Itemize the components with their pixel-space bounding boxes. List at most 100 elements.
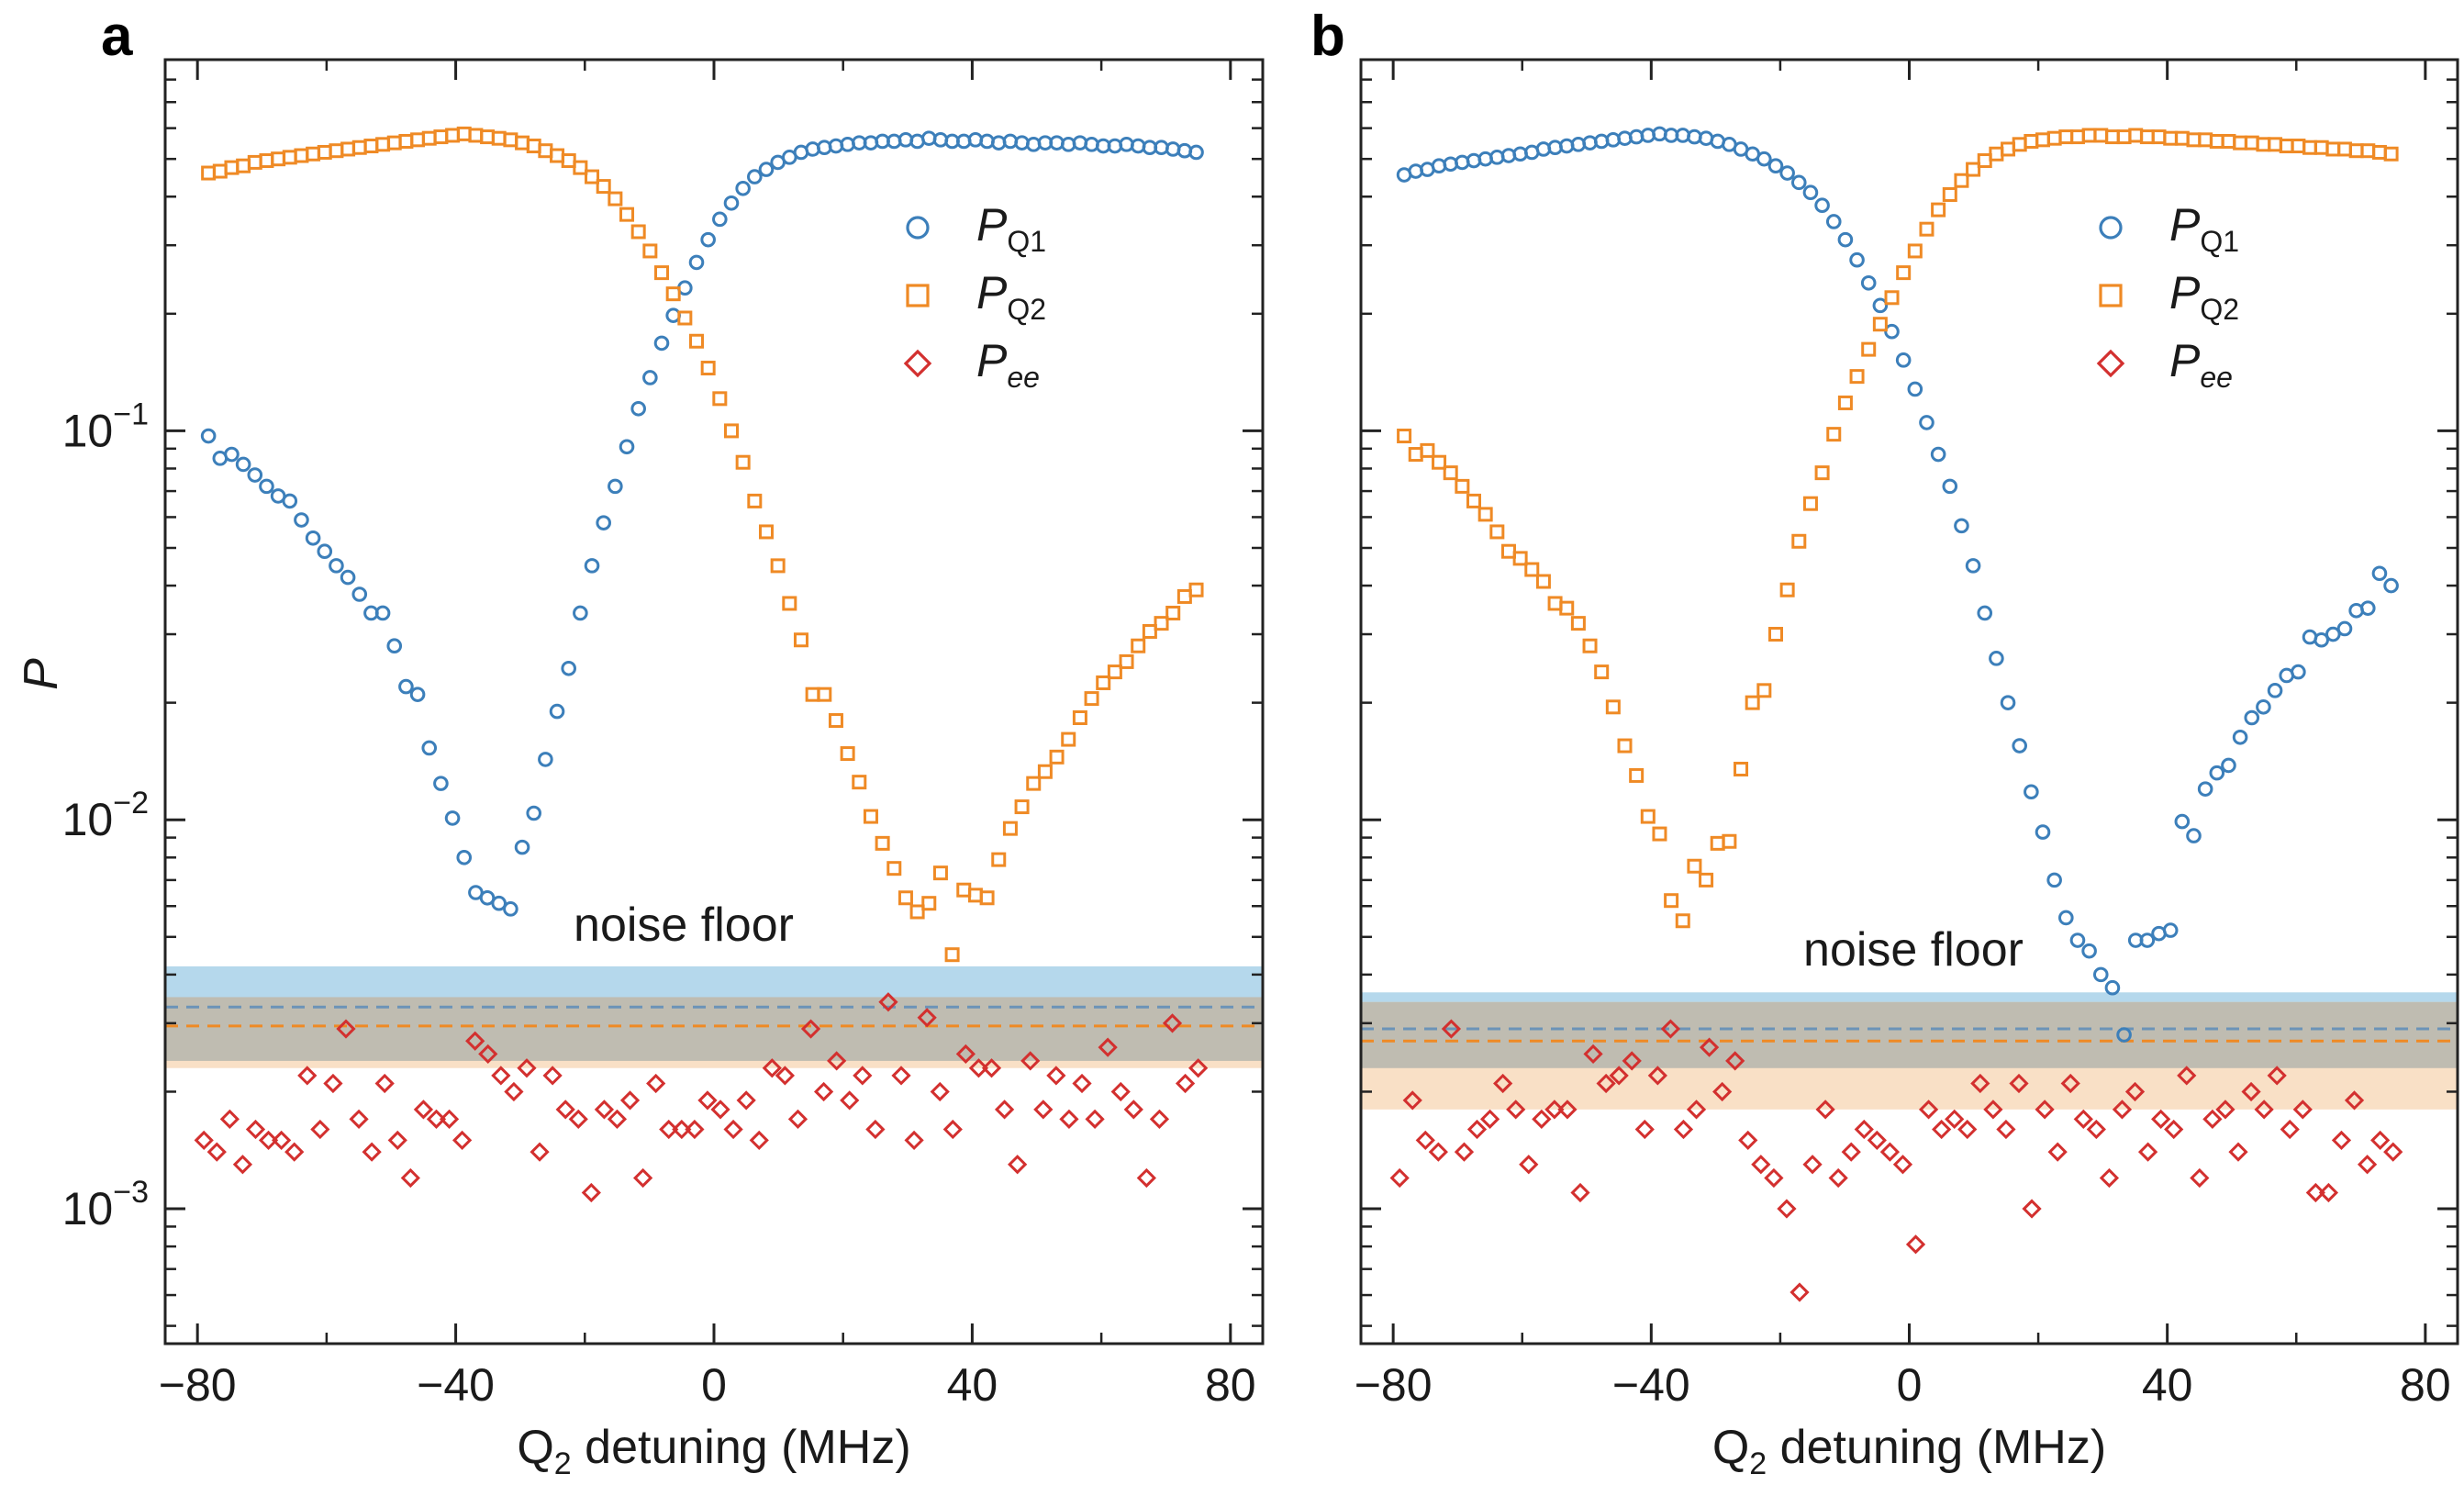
data-point — [2371, 565, 2388, 582]
data-point — [1020, 1051, 1041, 1071]
data-point — [259, 478, 274, 495]
data-point — [1570, 616, 1586, 631]
data-point — [1989, 146, 2004, 162]
data-point — [2116, 129, 2132, 145]
data-point — [596, 515, 611, 530]
data-point — [1519, 1155, 1539, 1175]
data-point — [2073, 1109, 2093, 1129]
data-point — [2104, 129, 2120, 145]
data-point — [2202, 1109, 2223, 1129]
data-point — [1559, 600, 1575, 616]
data-point — [723, 1119, 743, 1140]
data-point — [1441, 1019, 1462, 1039]
data-point — [581, 1182, 601, 1203]
data-point — [700, 361, 716, 376]
data-point — [2000, 695, 2016, 710]
data-point — [697, 1090, 718, 1111]
data-point — [515, 135, 530, 151]
data-point — [2046, 872, 2062, 888]
data-point — [2336, 620, 2353, 637]
series-p-q2 — [201, 126, 1204, 963]
legend-marker — [906, 216, 930, 240]
data-point — [573, 160, 588, 175]
panel-a: −80 −40 0 40 80 10−3 10−2 10−1 Q2 detuning (MHz)… — [15, 5, 1265, 1481]
data-point — [758, 162, 775, 177]
data-point — [491, 895, 507, 911]
data-point — [1072, 709, 1087, 725]
data-point — [2046, 130, 2062, 146]
x-tick-label: −80 — [1355, 1359, 1433, 1411]
data-point — [2360, 143, 2376, 159]
data-point — [491, 1066, 511, 1086]
data-point — [642, 370, 658, 385]
data-point — [1977, 605, 1993, 621]
data-point — [1493, 1073, 1513, 1094]
data-point — [608, 478, 623, 495]
data-point — [2104, 979, 2121, 996]
data-point — [689, 333, 705, 349]
data-point — [1826, 427, 1842, 442]
data-point — [1710, 835, 1725, 851]
data-point — [968, 1058, 989, 1078]
data-point — [2139, 129, 2155, 145]
data-point — [813, 1081, 834, 1102]
data-point — [351, 586, 368, 602]
data-point — [550, 148, 565, 163]
data-point — [2137, 1142, 2158, 1162]
data-point — [710, 1100, 730, 1120]
data-point — [1751, 1155, 1771, 1175]
data-point — [1098, 1037, 1118, 1057]
data-point — [1983, 1100, 2003, 1120]
data-point — [374, 605, 391, 621]
data-point — [1699, 872, 1714, 888]
data-point — [1791, 533, 1807, 549]
data-point — [793, 632, 808, 648]
data-point — [398, 133, 414, 149]
panel-label: a — [101, 5, 133, 68]
data-point — [688, 254, 705, 271]
data-point — [878, 992, 898, 1012]
data-point — [2124, 1081, 2146, 1102]
data-point — [1919, 221, 1934, 237]
y-tick-label: 10−1 — [62, 396, 149, 456]
data-point — [1789, 1282, 1810, 1302]
data-point — [538, 752, 553, 767]
data-point — [2035, 824, 2051, 840]
data-point — [2336, 141, 2352, 157]
data-point — [1957, 1119, 1978, 1140]
data-point — [2060, 1073, 2080, 1094]
data-point — [630, 400, 646, 417]
data-point — [828, 713, 843, 729]
data-point — [1037, 764, 1053, 779]
data-point — [1059, 1109, 1079, 1129]
data-point — [1945, 1109, 1965, 1129]
data-point — [1477, 507, 1493, 522]
x-tick-label: −40 — [1612, 1359, 1690, 1411]
data-point — [608, 191, 623, 207]
data-point — [2163, 130, 2179, 146]
data-point — [1896, 265, 1912, 281]
data-point — [2228, 1142, 2248, 1162]
data-point — [282, 150, 297, 165]
x-axis-label: Q2 detuning (MHz) — [517, 1421, 910, 1481]
data-point — [201, 165, 217, 181]
data-point — [236, 158, 251, 173]
data-point — [1675, 913, 1690, 929]
legend-label: PQ1 — [976, 199, 1046, 258]
data-point — [891, 1066, 911, 1086]
data-point — [2035, 1100, 2055, 1120]
data-point — [1687, 858, 1702, 874]
data-point — [1837, 395, 1853, 410]
data-point — [398, 678, 414, 695]
data-point — [549, 703, 565, 720]
data-point — [1802, 1155, 1823, 1175]
data-point — [1131, 638, 1146, 653]
data-point — [632, 1167, 653, 1189]
series-p-ee — [194, 992, 1209, 1203]
legend-label: PQ2 — [976, 267, 1046, 326]
data-point — [224, 446, 240, 463]
data-point — [2190, 1167, 2210, 1189]
data-point — [2267, 1066, 2287, 1086]
data-point — [561, 660, 577, 676]
data-point — [1162, 1013, 1183, 1033]
